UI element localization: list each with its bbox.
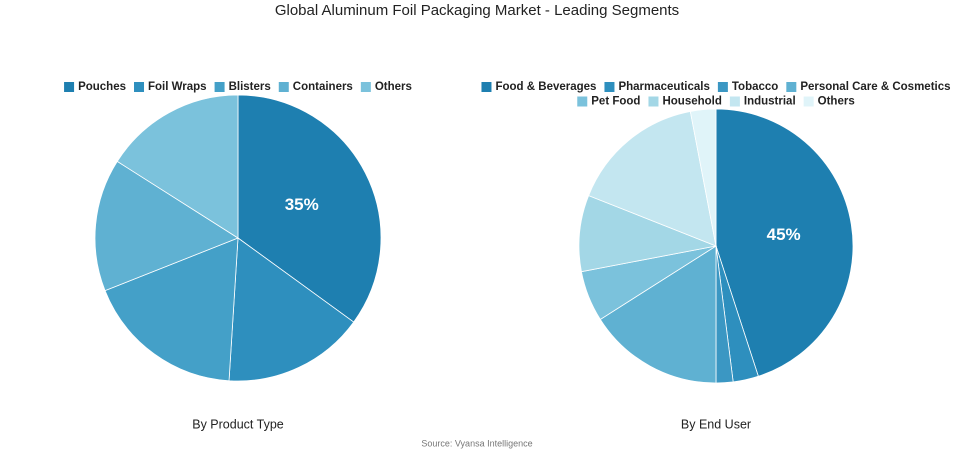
legend-label: Containers xyxy=(293,81,353,93)
legend-swatch xyxy=(214,82,225,92)
pie-slice xyxy=(116,94,239,239)
value-label: 35% xyxy=(285,195,319,214)
pie-slice xyxy=(104,237,239,382)
legend-swatch xyxy=(604,82,615,92)
value-label: 45% xyxy=(767,225,801,244)
legend-label: Industrial xyxy=(744,96,796,108)
pie-slice xyxy=(228,237,355,382)
page-title: Global Aluminum Foil Packaging Market - … xyxy=(275,2,679,19)
pie-subtitle: By End User xyxy=(681,417,751,431)
legend-label: Others xyxy=(375,81,412,93)
pie-slice xyxy=(689,108,717,247)
legend-swatch xyxy=(360,82,371,92)
legend-swatch xyxy=(803,96,814,107)
legend-swatch xyxy=(786,82,797,92)
legend-swatch xyxy=(481,82,492,92)
pie-slice xyxy=(599,245,717,384)
legend-label: Pharmaceuticals xyxy=(618,81,709,93)
legend-label: Household xyxy=(662,96,721,108)
legend-label: Personal Care & Cosmetics xyxy=(800,81,950,93)
pie-subtitle: By Product Type xyxy=(192,417,284,431)
legend-swatch xyxy=(134,82,145,92)
legend-label: Foil Wraps xyxy=(148,81,207,93)
pie-slice xyxy=(715,108,854,377)
legend-swatch xyxy=(64,82,75,92)
legend-swatch xyxy=(648,96,659,107)
legend-swatch xyxy=(278,82,289,92)
legend-label: Tobacco xyxy=(732,81,778,93)
pie-slice xyxy=(237,94,382,323)
legend-label: Pet Food xyxy=(591,96,640,108)
legend-swatch xyxy=(717,82,728,92)
pie-slice xyxy=(588,110,717,247)
legend-label: Blisters xyxy=(229,81,271,93)
source: Source: Vyansa Intelligence xyxy=(421,438,532,448)
legend-label: Pouches xyxy=(78,81,126,93)
legend-label: Food & Beverages xyxy=(495,81,596,93)
legend-swatch xyxy=(729,96,740,107)
legend-swatch xyxy=(577,96,588,107)
legend-label: Others xyxy=(818,96,855,108)
pie-slice xyxy=(94,160,239,292)
